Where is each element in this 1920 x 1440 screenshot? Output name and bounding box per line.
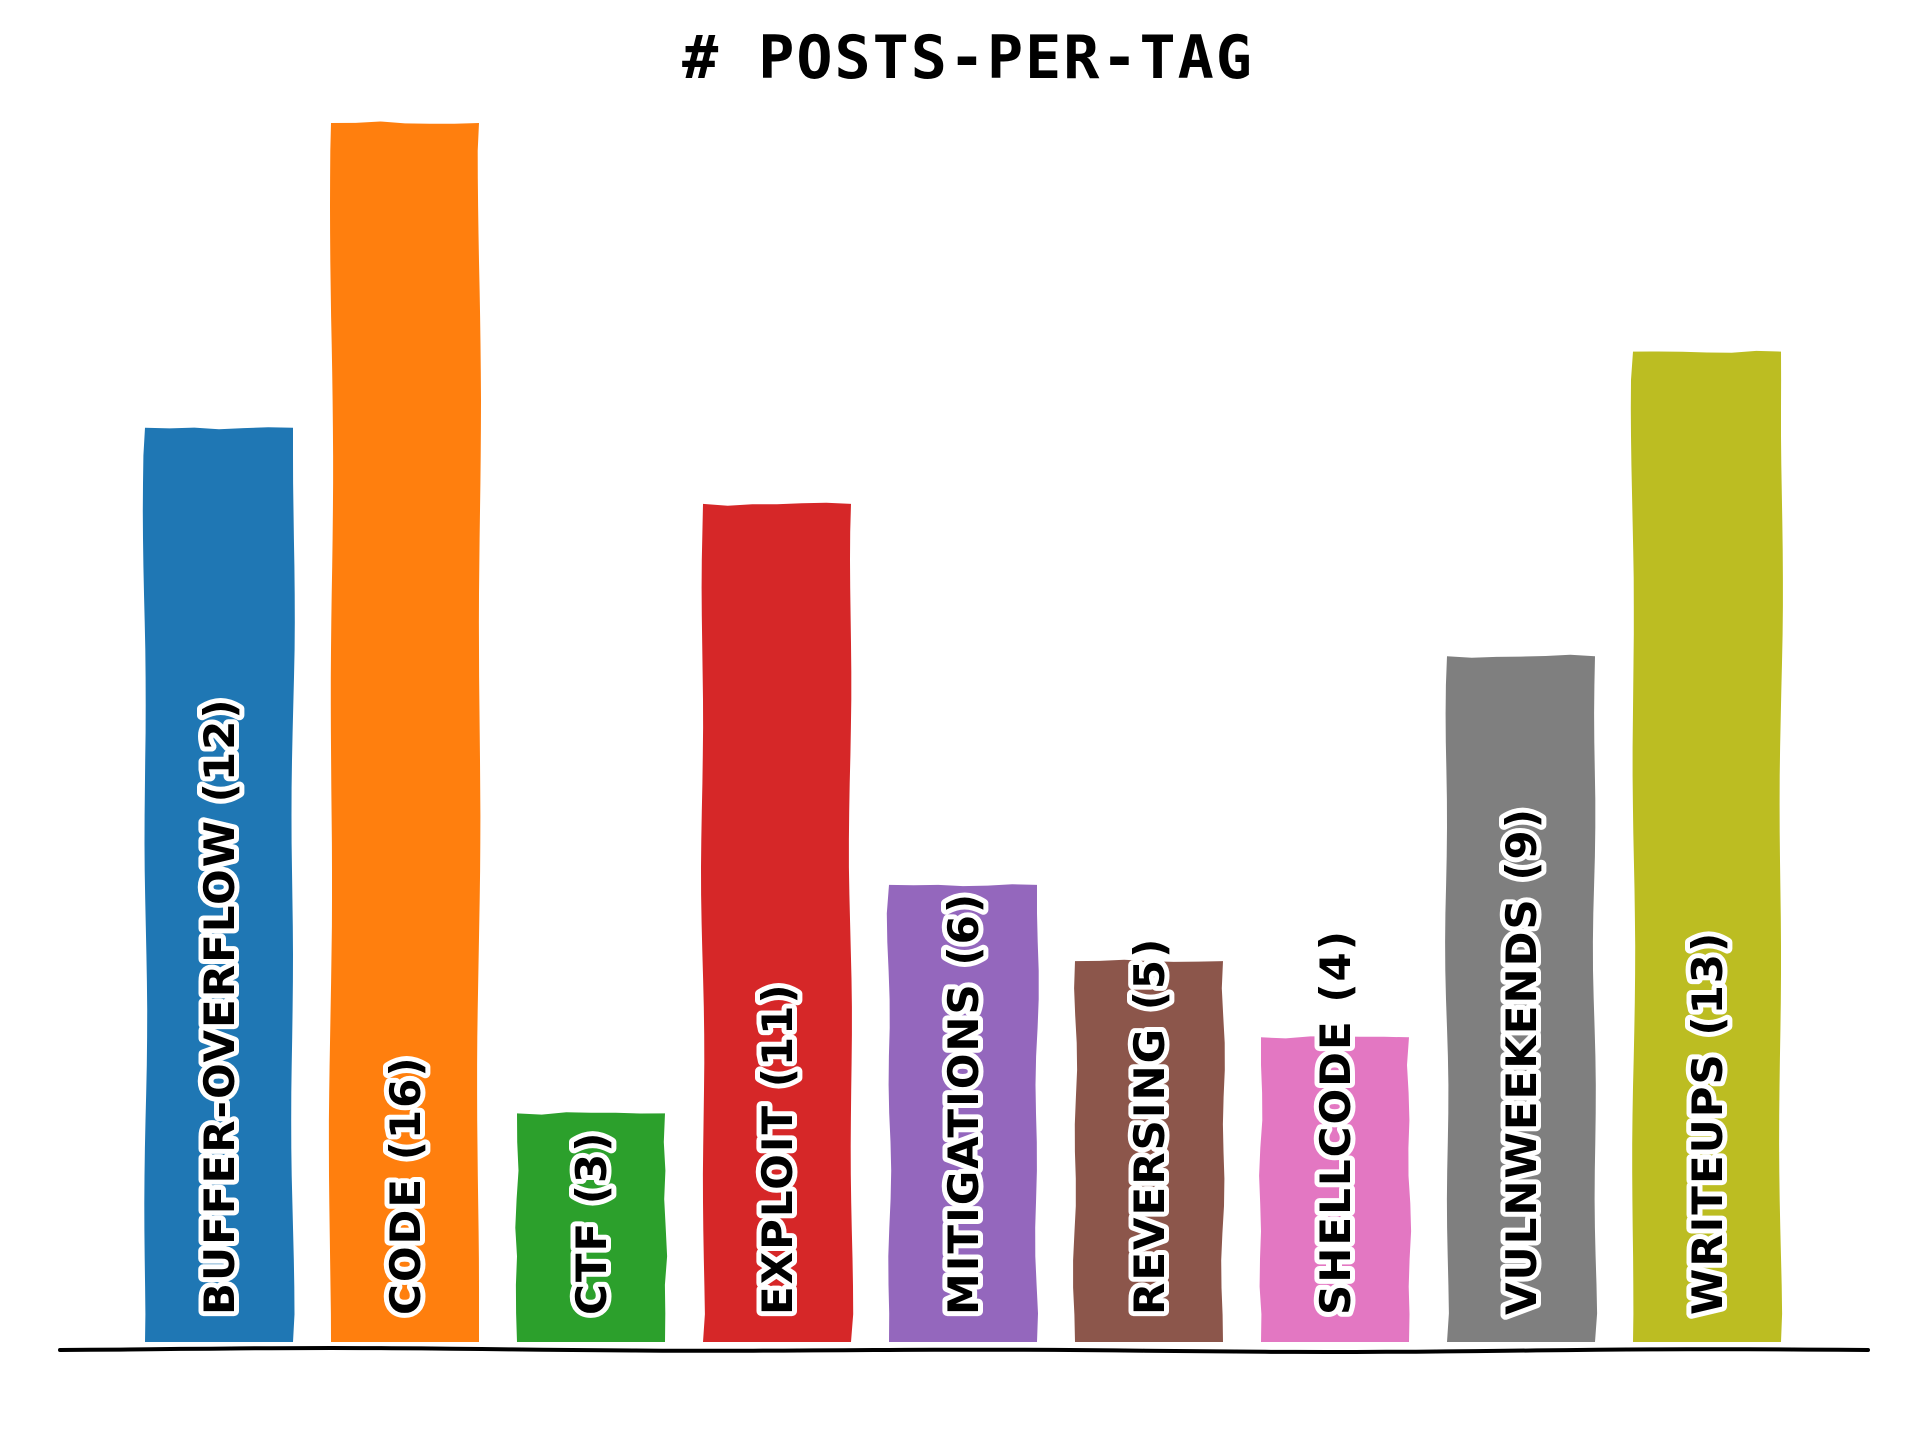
- bar-code: [328, 121, 481, 1342]
- bar-labels-layer: BUFFER-OVERFLOW (12) CODE (16) CTF (3) EXPL…: [190, 692, 1737, 1320]
- chart-title: # POSTS-PER-TAG: [682, 23, 1254, 93]
- bar-reversing: [1073, 959, 1225, 1342]
- bar-label-vulnweekends: VULNWEEKENDS (9): [1497, 807, 1546, 1315]
- bar-vulnweekends: [1445, 654, 1598, 1342]
- bar-label-code: CODE (16): [381, 1055, 430, 1315]
- bar-label-mitigations: MITIGATIONS (6): [939, 892, 988, 1315]
- bar-label-ctf: CTF (3): [567, 1131, 616, 1315]
- bar-ctf: [515, 1112, 668, 1342]
- bar-label-buffer-overflow: BUFFER-OVERFLOW (12): [195, 697, 244, 1315]
- bar-shellcode: [1259, 1036, 1412, 1342]
- bar-label-exploit: EXPLOIT (11): [753, 982, 802, 1315]
- bar-buffer-overflow: [142, 427, 295, 1342]
- bar-label-writeups: WRITEUPS (13): [1683, 931, 1732, 1315]
- bar-mitigations: [886, 884, 1039, 1342]
- bar-writeups: [1630, 350, 1783, 1342]
- bar-exploit: [701, 502, 854, 1342]
- bar-label-shellcode: SHELLCODE (4): [1311, 929, 1360, 1315]
- x-axis-line: [58, 1345, 1870, 1354]
- bars-layer: [142, 121, 1783, 1342]
- bar-label-reversing: REVERSING (5): [1125, 937, 1174, 1315]
